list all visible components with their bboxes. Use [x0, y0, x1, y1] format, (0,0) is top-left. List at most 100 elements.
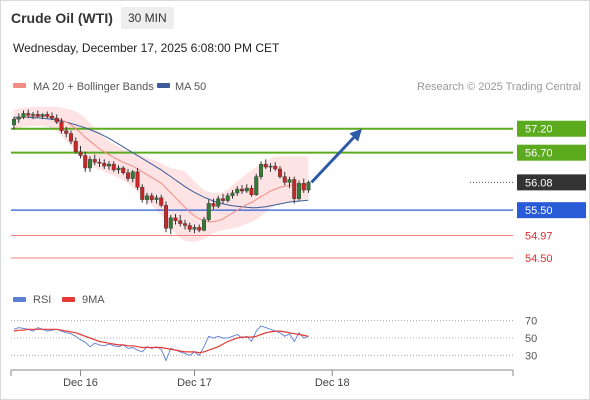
candle-up — [225, 195, 230, 201]
ma9-legend-label: 9MA — [82, 294, 105, 306]
rsi-tick-label: 30 — [525, 350, 537, 362]
rsi-legend-swatch — [13, 297, 26, 302]
resistance-level-tag — [517, 144, 586, 161]
candle-down — [273, 165, 278, 170]
candle-down — [26, 113, 31, 116]
candle-down — [211, 203, 216, 207]
forecast-arrow-shaft — [310, 136, 355, 184]
candle-down — [220, 198, 225, 201]
ma9-legend-swatch — [62, 297, 75, 302]
pivot-level-label: 55.50 — [525, 205, 553, 217]
candle-up — [106, 163, 111, 167]
candle-down — [263, 163, 268, 168]
candle-up — [201, 219, 206, 231]
resistance-level-tag — [517, 120, 586, 137]
candle-down — [178, 220, 183, 224]
candle-down — [197, 227, 202, 231]
chart-datetime: Wednesday, December 17, 2025 6:08:00 PM … — [13, 41, 280, 55]
candle-up — [144, 195, 149, 200]
candle-down — [149, 195, 154, 200]
forecast-arrow-head — [349, 128, 362, 142]
candle-down — [135, 171, 140, 188]
candle-down — [102, 163, 107, 167]
candle-down — [292, 179, 297, 199]
ma20-legend-swatch — [13, 83, 26, 88]
candle-down — [173, 217, 178, 221]
rsi-tick-label: 70 — [525, 316, 537, 328]
last-price-tag — [517, 174, 586, 191]
candle-up — [259, 163, 264, 177]
candle-up — [206, 203, 211, 220]
resistance-level-label: 56.70 — [525, 148, 553, 160]
timeframe-badge[interactable]: 30 MIN — [121, 7, 174, 29]
candle-down — [97, 162, 102, 164]
candle-up — [297, 183, 302, 199]
candle-down — [35, 114, 40, 117]
rsi-legend-label: RSI — [33, 294, 51, 306]
candle-down — [50, 116, 55, 119]
candle-up — [154, 197, 159, 200]
x-tick-label: Dec 16 — [63, 377, 98, 389]
support-level-label: 54.50 — [525, 253, 553, 265]
x-axis: Dec 16 Dec 17 Dec 18 — [10, 369, 514, 389]
ma50-line — [14, 116, 309, 209]
candle-down — [73, 140, 78, 152]
price-plot-area: 57.20 56.70 56.08 55.50 54.97 54.50 — [11, 106, 586, 265]
candle-up — [16, 117, 21, 120]
candle-up — [21, 113, 26, 118]
candle-down — [59, 121, 64, 131]
last-price-tag-label: 56.08 — [525, 177, 553, 189]
candle-up — [216, 198, 221, 207]
candle-up — [230, 192, 235, 196]
candle-up — [11, 118, 16, 126]
candle-down — [249, 187, 254, 196]
candle-down — [92, 159, 97, 163]
x-tick-label: Dec 18 — [315, 377, 350, 389]
candle-down — [282, 176, 287, 183]
candle-down — [64, 130, 69, 134]
candle-down — [163, 205, 168, 229]
candle-down — [278, 168, 283, 177]
candle-up — [31, 114, 36, 116]
candle-down — [68, 133, 73, 142]
candle-down — [83, 155, 88, 169]
pivot-level-tag — [517, 202, 586, 219]
candle-up — [268, 165, 273, 168]
candle-down — [239, 188, 244, 192]
instrument-title: Crude Oil (WTI) — [11, 10, 113, 26]
candle-down — [182, 223, 187, 226]
candle-up — [254, 176, 259, 196]
candle-down — [301, 183, 306, 191]
resistance-level-label: 57.20 — [525, 124, 553, 136]
candle-down — [45, 114, 50, 117]
candle-down — [140, 186, 145, 200]
ma20-legend-label: MA 20 + Bollinger Bands — [33, 81, 154, 93]
candle-up — [40, 114, 45, 117]
candle-up — [306, 182, 311, 191]
support-level-label: 54.97 — [525, 231, 553, 243]
ma20-line — [13, 115, 309, 223]
rsi-ma9-line — [13, 328, 309, 354]
candle-down — [125, 172, 130, 179]
candle-up — [130, 171, 135, 179]
candle-down — [111, 163, 116, 171]
rsi-tick-label: 50 — [525, 333, 537, 345]
candle-up — [287, 179, 292, 183]
candle-down — [78, 151, 83, 156]
candle-up — [87, 159, 92, 169]
candle-down — [54, 117, 59, 123]
bollinger-band-area — [14, 106, 309, 242]
candle-down — [159, 197, 164, 206]
candle-down — [187, 225, 192, 230]
candle-up — [244, 187, 249, 192]
research-credit: Research © 2025 Trading Central — [417, 81, 581, 93]
ma50-legend-swatch — [157, 83, 170, 88]
candle-up — [168, 217, 173, 229]
candle-up — [192, 227, 197, 230]
candle-down — [121, 167, 126, 174]
rsi-plot-area: 70 50 30 — [11, 316, 537, 362]
candle-up — [116, 167, 121, 171]
rsi-line — [13, 325, 309, 362]
x-tick-label: Dec 17 — [177, 377, 212, 389]
